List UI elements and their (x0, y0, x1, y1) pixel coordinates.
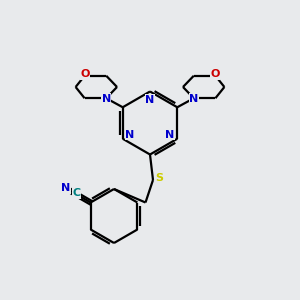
Text: S: S (156, 173, 164, 184)
Text: O: O (80, 69, 90, 79)
Text: N: N (146, 95, 154, 105)
Text: O: O (210, 69, 220, 79)
Text: N: N (102, 94, 111, 104)
Text: N: N (61, 183, 70, 193)
Text: N: N (165, 130, 175, 140)
Text: N: N (125, 130, 135, 140)
Text: N: N (189, 94, 198, 104)
Text: C: C (72, 188, 80, 198)
